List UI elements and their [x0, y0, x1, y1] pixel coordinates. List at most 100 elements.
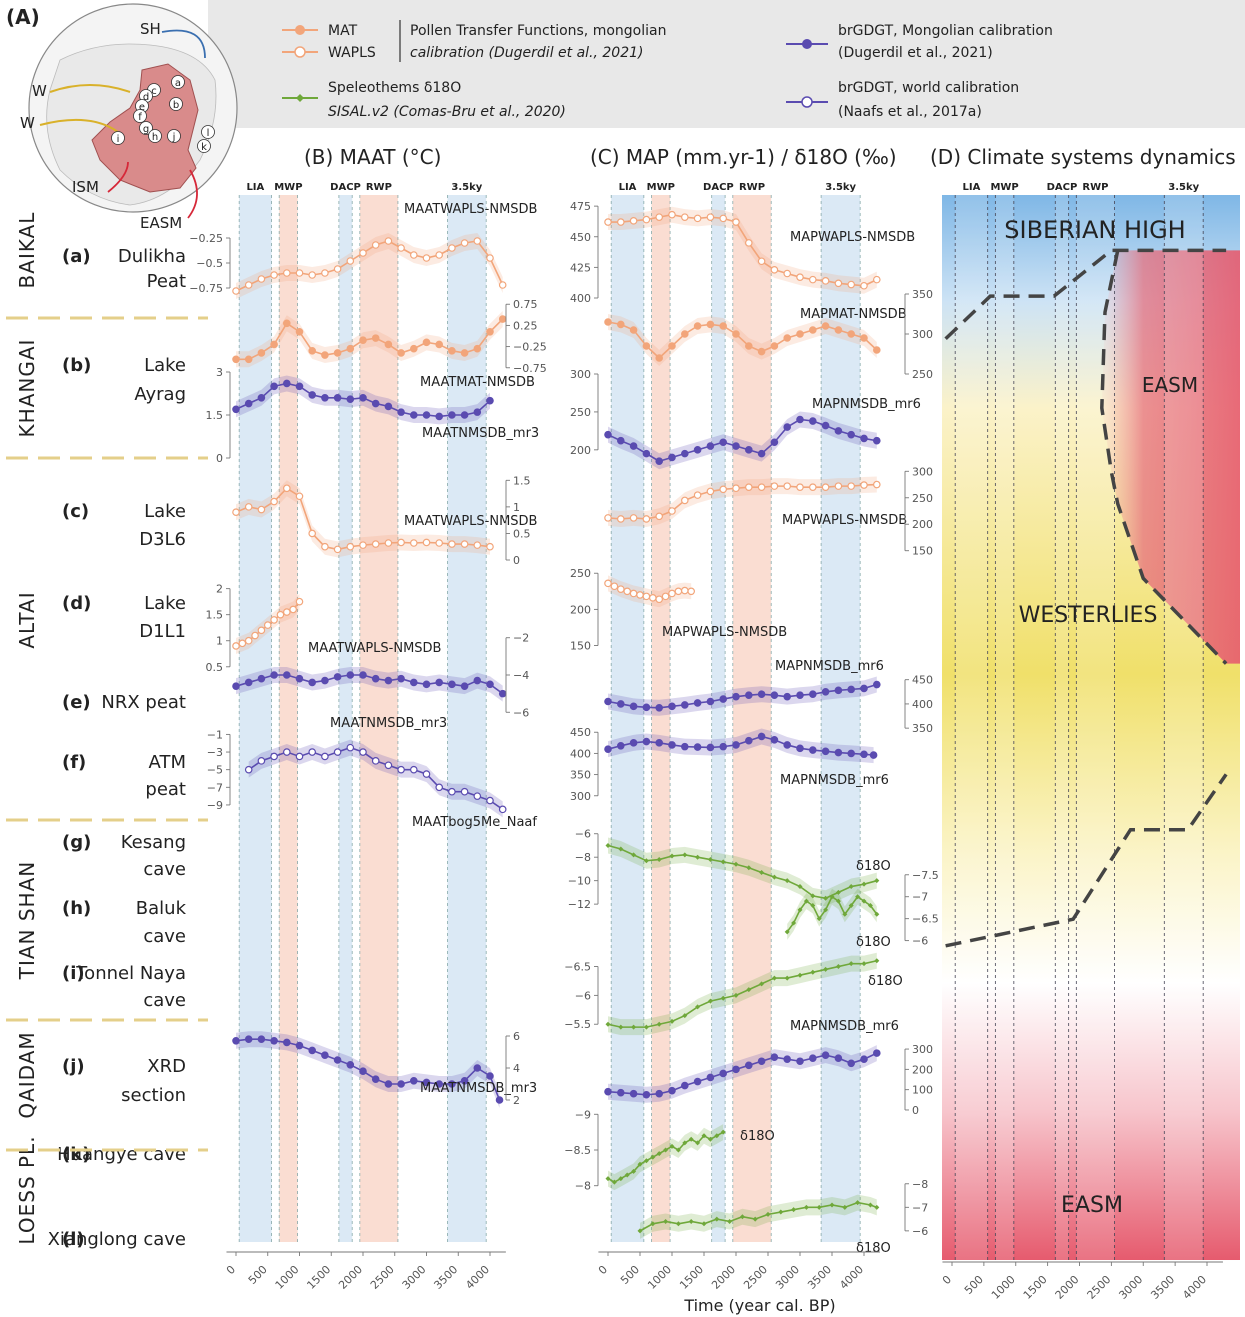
- x-tick-label: 2000: [1053, 1273, 1082, 1302]
- data-point: [783, 269, 792, 278]
- data-point: [732, 330, 740, 338]
- period-label-C: RWP: [739, 182, 765, 193]
- legend-brgdgt-world-marker: [801, 96, 813, 108]
- data-point: [719, 742, 728, 751]
- y-tick-label: −8.5: [564, 1144, 591, 1157]
- data-point: [629, 217, 638, 225]
- data-point: [860, 481, 868, 489]
- data-point: [650, 1154, 656, 1160]
- data-point: [232, 287, 240, 295]
- x-tick-label: 2500: [368, 1263, 397, 1292]
- map-site-letter: b: [173, 100, 179, 111]
- period-label-B: MWP: [274, 182, 302, 193]
- series-line: [607, 1052, 878, 1096]
- data-point: [744, 342, 753, 350]
- data-point: [473, 237, 482, 245]
- title-map: (C) MAP (mm.yr-1) / δ18O (‰): [590, 145, 897, 169]
- data-point: [448, 540, 456, 548]
- y-tick-label: 2: [216, 583, 223, 596]
- data-point: [308, 391, 317, 399]
- band-d-mwp: [995, 195, 1014, 1260]
- data-point: [257, 349, 266, 357]
- y-tick-label: −0.5: [196, 257, 223, 270]
- data-point: [486, 542, 494, 551]
- data-point: [321, 676, 329, 685]
- series-name: MAATWAPLS-NMSDB: [404, 202, 537, 217]
- data-point: [719, 322, 728, 330]
- data-point: [655, 512, 664, 521]
- y-tick-label: −6: [575, 989, 591, 1002]
- site-name: Lake: [144, 593, 186, 614]
- data-point: [263, 621, 272, 629]
- data-point: [232, 508, 240, 516]
- data-point: [783, 334, 792, 342]
- data-point: [604, 218, 612, 226]
- y-tick-label: 400: [570, 747, 591, 760]
- data-point: [810, 903, 816, 908]
- data-point: [397, 765, 405, 774]
- data-point: [834, 326, 843, 334]
- data-point: [435, 678, 444, 687]
- x-tick-label: 2000: [709, 1263, 738, 1292]
- data-point: [642, 737, 651, 746]
- data-point: [680, 330, 689, 338]
- data-point: [848, 961, 854, 967]
- data-point: [680, 449, 689, 458]
- data-point: [618, 846, 624, 852]
- band-3.5ky-C: [821, 195, 861, 1242]
- map-site-marker: [148, 129, 162, 143]
- site-name: D3L6: [139, 529, 186, 550]
- data-point: [655, 703, 664, 712]
- site-id: (b): [62, 355, 91, 376]
- x-tick-label: 0: [224, 1263, 238, 1277]
- data-point: [733, 992, 739, 998]
- y-tick-label: −10: [568, 875, 591, 888]
- site-name: Lake: [144, 501, 186, 522]
- site-id: (a): [62, 246, 91, 267]
- x-tick-label: 500: [618, 1263, 642, 1287]
- series-line: [607, 735, 874, 756]
- legend-wapls: WAPLS: [328, 45, 376, 61]
- map-site-letter: k: [201, 142, 207, 153]
- easm-arrow: [187, 169, 198, 219]
- data-point: [384, 402, 393, 411]
- data-point: [270, 340, 278, 349]
- y-tick-label: −8: [575, 1180, 591, 1193]
- map-site-letter: f: [138, 112, 142, 123]
- easm-north-area: [1101, 250, 1240, 664]
- data-point: [693, 699, 702, 707]
- data-point: [270, 1037, 278, 1045]
- band-lia-C: [611, 195, 644, 1242]
- series-name: MAATNMSDB_mr3: [422, 426, 539, 441]
- data-point: [371, 334, 380, 342]
- x-tick-label: 3500: [431, 1263, 460, 1292]
- map-site-letter: g: [143, 124, 149, 135]
- data-point: [719, 214, 728, 223]
- data-point: [629, 442, 638, 450]
- data-point: [384, 539, 393, 547]
- data-point: [744, 446, 753, 454]
- series-line: [607, 483, 877, 520]
- data-point: [872, 436, 881, 445]
- data-point: [783, 423, 792, 431]
- data-point: [295, 752, 304, 761]
- data-point: [821, 688, 830, 696]
- data-point: [655, 739, 664, 747]
- data-point: [448, 1080, 456, 1088]
- data-point: [744, 691, 753, 700]
- data-point: [486, 796, 494, 805]
- data-point: [473, 408, 482, 416]
- data-point: [732, 442, 740, 450]
- data-point: [770, 1053, 779, 1061]
- data-point: [605, 842, 611, 848]
- data-point: [732, 692, 740, 701]
- data-point: [759, 869, 765, 875]
- x-tick-label: 500: [962, 1273, 986, 1297]
- data-point: [771, 975, 777, 981]
- data-point: [668, 1086, 676, 1095]
- data-point: [847, 749, 856, 758]
- series-envelope: [236, 233, 503, 299]
- data-point: [855, 894, 861, 900]
- y-tick-label: 300: [570, 368, 591, 381]
- data-point: [422, 338, 431, 347]
